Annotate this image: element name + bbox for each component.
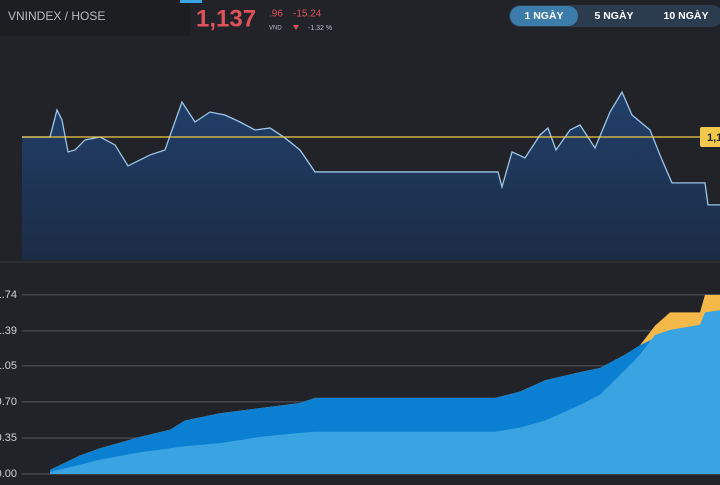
price: 1,137	[196, 5, 256, 32]
reference-tag	[700, 126, 720, 147]
down-arrow	[293, 25, 299, 30]
y-tick-label: 0.00	[0, 468, 17, 480]
area	[22, 92, 720, 260]
y-tick-label: 1.05	[0, 360, 17, 372]
range-active	[510, 6, 578, 26]
symbol-panel	[0, 0, 190, 36]
y-tick-label: 0.35	[0, 432, 17, 444]
area	[50, 310, 720, 474]
y-tick-label: 1.39	[0, 325, 17, 337]
price-decimal: .96	[269, 9, 283, 20]
y-tick-label: 0.70	[0, 396, 17, 408]
range-button[interactable]: 5 NGÀY	[594, 9, 633, 22]
range-button[interactable]: 10 NGÀY	[664, 9, 709, 22]
currency: VND	[269, 26, 282, 32]
change-percent: -1.32 %	[308, 25, 332, 32]
range-button[interactable]: 1 NGÀY	[524, 9, 563, 22]
reference-label: 1,153.20	[707, 132, 720, 144]
change: -15.24	[293, 9, 322, 20]
symbol: VNINDEX / HOSE	[8, 9, 105, 23]
y-tick-label: 1.74	[0, 289, 17, 301]
accent	[180, 0, 202, 3]
